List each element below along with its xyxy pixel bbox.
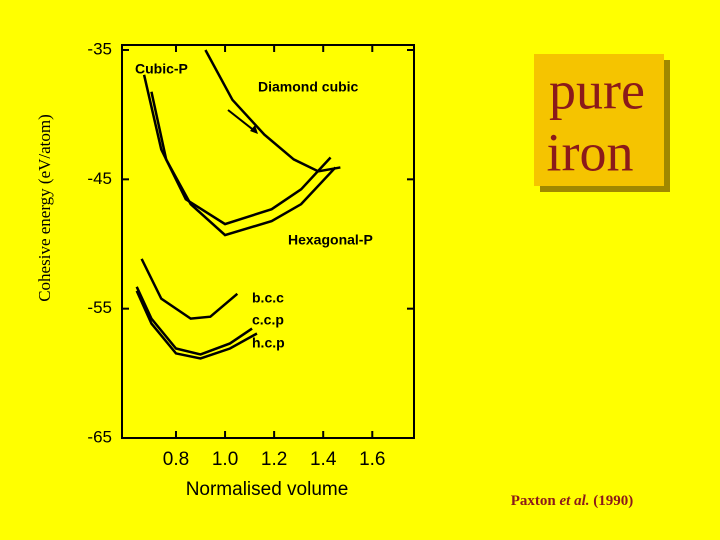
curve [142, 74, 332, 226]
plot-frame [121, 44, 415, 439]
citation-year: (1990) [593, 493, 633, 509]
curve [135, 286, 253, 356]
curve [150, 91, 337, 237]
x-tick-label: 0.8 [163, 449, 189, 470]
x-tick-label: 1.6 [359, 449, 385, 470]
curve [140, 258, 239, 320]
curve-label: Diamond cubic [258, 79, 359, 95]
arrow-head [250, 125, 258, 134]
curve [204, 49, 341, 173]
x-tick-label: 1.4 [310, 449, 337, 470]
curve-label: b.c.c [252, 290, 284, 306]
x-tick-label: 1.2 [261, 449, 287, 470]
curve-label: Hexagonal-P [288, 232, 373, 248]
citation-author: Paxton [511, 493, 557, 509]
curve-label: Cubic-P [135, 61, 188, 77]
y-tick-label: -45 [87, 169, 112, 188]
x-tick-label: 1.0 [212, 449, 238, 470]
x-axis-label: Normalised volume [186, 479, 349, 500]
badge [534, 54, 664, 186]
citation-etal: et al. [560, 493, 590, 509]
y-tick-label: -55 [87, 298, 112, 317]
badge-text: pure [549, 60, 645, 120]
y-tick-label: -35 [87, 39, 112, 58]
curve-label: h.c.p [252, 335, 285, 351]
arrow [227, 109, 257, 133]
y-axis-label: Cohesive energy (eV/atom) [35, 114, 54, 302]
badge-text: iron [547, 122, 634, 182]
curve-label: c.c.p [252, 312, 284, 328]
citation: Paxton et al. (1990) [511, 493, 634, 509]
y-tick-label: -65 [87, 427, 112, 446]
curve [135, 290, 258, 360]
